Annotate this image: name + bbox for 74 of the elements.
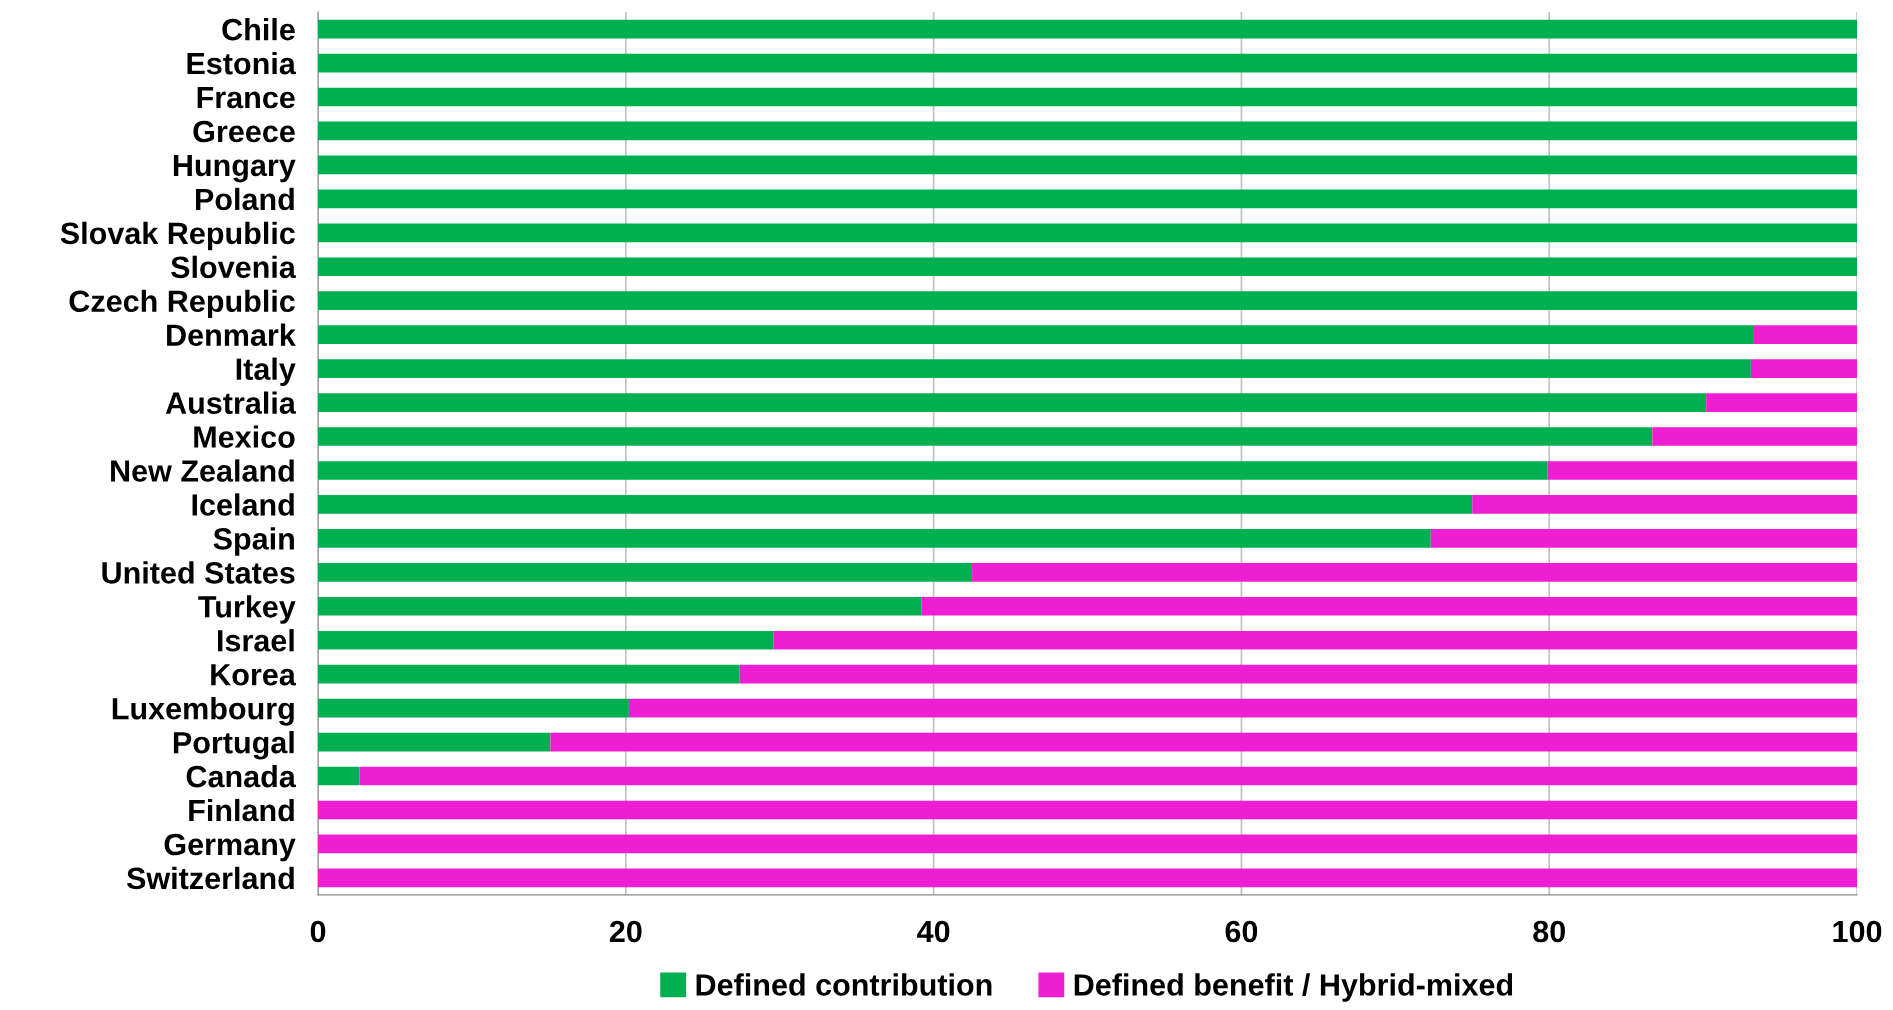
y-tick-label: Chile — [222, 18, 295, 41]
y-tick-label: Italy — [236, 357, 296, 387]
bar — [921, 596, 1858, 616]
bar — [318, 495, 1473, 514]
y-tick-label: Mexico — [194, 425, 295, 448]
bar — [318, 155, 1858, 175]
x-tick-label: 100 — [1833, 920, 1882, 943]
y-tick-label: New Zealand — [111, 459, 294, 482]
bar — [1430, 529, 1858, 548]
bar — [318, 664, 740, 684]
bar — [318, 87, 1858, 107]
y-tick-label: Poland — [195, 187, 294, 211]
x-tick-label: 80 — [1533, 920, 1565, 943]
bar — [318, 257, 1858, 277]
y-tick-label: Turkey — [198, 595, 296, 624]
y-tick-label: Finland — [189, 798, 294, 822]
legend-label: Defined benefit / Hybrid-mixed — [1074, 973, 1513, 1002]
bar — [318, 630, 774, 650]
y-tick-label: Australia — [165, 391, 296, 414]
y-tick-label: Switzerland — [126, 866, 294, 890]
bar — [550, 732, 1858, 752]
y-tick-label: Korea — [211, 664, 296, 686]
y-tick-label: Slovak Republic — [60, 221, 295, 251]
y-tick-label: Slovenia — [171, 255, 296, 279]
bar — [1472, 495, 1858, 514]
bar — [318, 53, 1858, 73]
y-tick-label: Portugal — [173, 731, 294, 760]
bar — [318, 359, 1751, 378]
bar — [318, 223, 1858, 243]
bar — [359, 766, 1858, 786]
x-tick-label: 60 — [1225, 920, 1258, 943]
y-tick-label: Canada — [186, 764, 296, 788]
bar — [318, 732, 551, 752]
y-tick-label: Iceland — [192, 493, 294, 516]
bar — [628, 698, 1858, 718]
bar — [318, 427, 1653, 446]
x-tick-label: 40 — [917, 920, 950, 943]
y-tick-label: Spain — [213, 527, 294, 556]
y-tick-label: Luxembourg — [112, 697, 294, 726]
y-tick-label: United States — [102, 561, 295, 584]
bar — [739, 664, 1858, 684]
bar — [318, 800, 1858, 820]
y-tick-label: France — [197, 87, 295, 109]
bar — [1750, 359, 1858, 378]
y-tick-label: Czech Republic — [69, 289, 295, 319]
bar — [1753, 325, 1858, 344]
bar — [318, 834, 1858, 854]
bar — [318, 393, 1707, 412]
bar — [318, 19, 1858, 39]
y-tick-label: Germany — [164, 833, 296, 862]
y-tick-label: Denmark — [167, 323, 296, 347]
x-tick-label: 20 — [609, 920, 642, 943]
bar — [318, 698, 629, 718]
x-tick-label: 0 — [310, 920, 326, 943]
bar — [1547, 461, 1858, 480]
bar — [318, 596, 922, 616]
bar — [1706, 393, 1858, 412]
bar — [972, 562, 1858, 582]
legend-label: Defined contribution — [696, 973, 992, 996]
bar — [318, 189, 1858, 209]
y-tick-label: Hungary — [173, 154, 296, 183]
bar — [318, 766, 360, 786]
y-tick-label: Greece — [193, 120, 295, 143]
bar — [773, 630, 1858, 650]
bar — [318, 461, 1548, 480]
bar — [318, 121, 1858, 141]
y-tick-label: Israel — [218, 629, 294, 652]
bar — [318, 562, 973, 582]
bar — [318, 868, 1858, 888]
bar — [1652, 427, 1858, 446]
bar — [318, 325, 1754, 344]
bar — [318, 529, 1431, 548]
y-tick-label: Estonia — [187, 51, 296, 75]
bar — [318, 291, 1858, 311]
